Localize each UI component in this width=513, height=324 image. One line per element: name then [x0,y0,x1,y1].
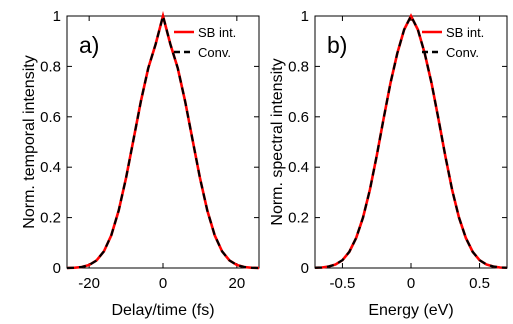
a-ytick-label: 0.2 [40,210,61,227]
b-panel-label: b) [327,32,347,58]
a-xtick-label: 20 [229,275,246,292]
panel-a-temporal: 0 0.2 0.4 0.6 0.8 1 -20 0 20 Delay/time (fs) Norm.… [21,8,260,319]
b-xaxis-label: Energy (eV) [368,302,453,319]
a-ytick-label: 0.8 [40,58,61,75]
a-legend-label-conv: Conv. [198,45,231,60]
a-ytick-label: 0.4 [40,159,61,176]
b-legend-label-sb-int: SB int. [446,25,484,40]
b-xtick-label: 0.5 [469,275,490,292]
a-panel-label: a) [79,32,99,58]
a-xtick-label: 0 [159,275,167,292]
b-ytick-label: 0.6 [288,109,309,126]
b-ytick-label: 0.4 [288,159,309,176]
b-series-conv-line [314,13,508,269]
a-ytick-label: 1 [53,8,61,25]
b-yaxis-label: Norm. spectral intensity [269,58,286,225]
a-yaxis-label: Norm. temporal intensity [21,55,38,228]
a-xtick-label: -20 [78,275,100,292]
a-series-sb-int-line [66,10,260,270]
b-ytick-label: 1 [301,8,309,25]
panel-b-spectral: 0 0.2 0.4 0.6 0.8 1 -0.5 0 0.5 Energy (eV) Norm. s… [269,8,508,319]
a-xaxis-label: Delay/time (fs) [111,302,214,319]
b-ytick-label: 0.2 [288,210,309,227]
b-xtick-label: -0.5 [329,275,355,292]
b-xtick-label: 0 [407,275,415,292]
b-ytick-label: 0.8 [288,58,309,75]
a-legend-label-sb-int: SB int. [198,25,236,40]
b-legend-label-conv: Conv. [446,45,479,60]
a-ytick-label: 0.6 [40,109,61,126]
b-ytick-label: 0 [301,260,309,277]
a-ytick-label: 0 [53,260,61,277]
